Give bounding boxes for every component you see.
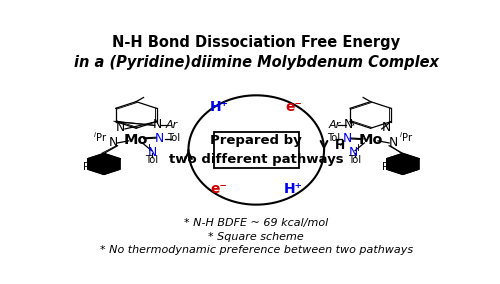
Text: N: N	[382, 121, 392, 134]
Text: e⁻: e⁻	[285, 100, 302, 114]
Text: in a (Pyridine)diimine Molybdenum Complex: in a (Pyridine)diimine Molybdenum Comple…	[74, 55, 438, 70]
Text: N: N	[342, 132, 351, 145]
Text: N-H Bond Dissociation Free Energy: N-H Bond Dissociation Free Energy	[112, 35, 401, 50]
Text: N: N	[148, 145, 158, 158]
Text: Pr: Pr	[84, 162, 94, 172]
Text: * N-H BDFE ~ 69 kcal/mol: * N-H BDFE ~ 69 kcal/mol	[184, 218, 328, 228]
Text: Ar: Ar	[328, 120, 340, 130]
Text: Tol: Tol	[327, 133, 340, 143]
Text: H⁺: H⁺	[210, 100, 229, 114]
Text: H: H	[334, 139, 344, 152]
Text: $^i$Pr: $^i$Pr	[400, 130, 414, 143]
Text: Tol: Tol	[167, 133, 180, 143]
Polygon shape	[386, 153, 419, 174]
Text: Mo: Mo	[358, 133, 383, 147]
Polygon shape	[88, 153, 120, 174]
FancyBboxPatch shape	[214, 132, 299, 168]
Text: N: N	[153, 118, 162, 131]
Text: * Square scheme: * Square scheme	[208, 231, 304, 242]
Text: H⁺: H⁺	[284, 182, 303, 196]
Text: N: N	[349, 145, 358, 158]
Text: Tol: Tol	[145, 155, 158, 165]
Text: e⁻: e⁻	[210, 182, 228, 196]
Text: N: N	[389, 136, 398, 149]
Text: * No thermodynamic preference between two pathways: * No thermodynamic preference between tw…	[100, 245, 413, 255]
Text: Pr: Pr	[382, 162, 392, 172]
Text: N: N	[116, 121, 124, 134]
Text: Ar: Ar	[166, 120, 178, 130]
Text: Prepared by
two different pathways: Prepared by two different pathways	[169, 134, 344, 166]
Text: Mo: Mo	[124, 133, 148, 147]
Text: N: N	[155, 132, 164, 145]
Text: N: N	[108, 136, 118, 149]
Text: Tol: Tol	[348, 155, 362, 165]
Text: $^i$Pr: $^i$Pr	[93, 130, 108, 143]
Text: N: N	[344, 118, 354, 131]
